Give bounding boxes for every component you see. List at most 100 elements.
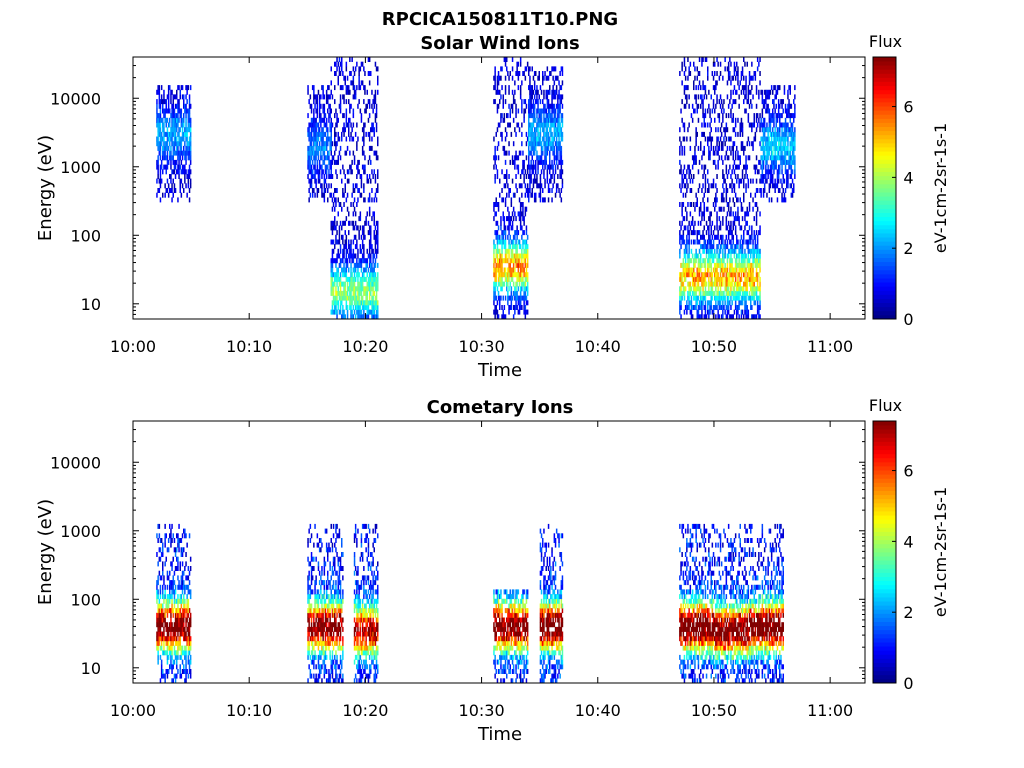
heatmap-cell [759,276,761,282]
heatmap-cell [763,103,766,109]
heatmap-cell [694,262,696,268]
heatmap-cell [696,276,698,282]
heatmap-cell [510,248,513,254]
heatmap-cell [546,136,549,142]
heatmap-cell [519,290,522,296]
heatmap-cell [313,89,315,95]
heatmap-cell [756,253,759,259]
heatmap-cell [539,155,542,161]
heatmap-cell [762,155,765,161]
heatmap-cell [354,314,357,320]
heatmap-cell [531,131,533,137]
heatmap-cell [157,603,159,609]
heatmap-cell [776,127,779,133]
heatmap-cell [503,113,506,119]
heatmap-cell [360,234,363,240]
heatmap-cell [542,80,544,86]
heatmap-cell [323,131,326,137]
heatmap-cell [159,169,162,175]
heatmap-cell [181,131,184,137]
heatmap-cell [335,202,337,207]
heatmap-cell [499,281,501,287]
heatmap-cell [353,85,356,91]
heatmap-cell [504,174,507,179]
heatmap-cell [723,295,725,301]
heatmap-cell [360,113,363,119]
heatmap-cell [181,183,184,189]
heatmap-cell [710,117,712,123]
heatmap-cell [704,89,707,95]
heatmap-cell [763,122,766,128]
heatmap-cell [503,305,506,310]
heatmap-cell [536,85,538,91]
heatmap-cell [726,155,729,161]
heatmap-cell [332,295,335,301]
heatmap-cell [734,230,737,236]
heatmap-cell [791,188,794,193]
heatmap-cell [747,155,750,161]
heatmap-cell [550,178,552,184]
heatmap-cell [368,309,371,315]
colorbar-swatch [873,257,896,263]
heatmap-cell [684,225,687,231]
heatmap-cell [363,197,365,203]
heatmap-cell [363,290,365,296]
heatmap-cell [736,258,738,264]
heatmap-cell [159,538,162,543]
heatmap-cell [377,314,379,320]
heatmap-cell [512,159,515,165]
heatmap-cell [187,108,190,114]
heatmap-cell [736,244,738,250]
heatmap-cell [519,216,522,222]
heatmap-cell [320,131,322,137]
heatmap-cell [741,206,744,212]
heatmap-cell [549,159,551,165]
heatmap-cell [552,103,554,109]
heatmap-cell [349,150,351,156]
heatmap-cell [308,136,310,142]
heatmap-cell [542,150,544,156]
heatmap-cell [356,272,358,278]
heatmap-cell [547,183,550,189]
heatmap-cell [730,244,732,250]
heatmap-cell [350,239,352,245]
heatmap-cell [331,276,334,282]
heatmap-cell [787,108,789,114]
heatmap-cell [718,295,721,301]
heatmap-cell [537,169,539,175]
heatmap-cell [719,220,722,226]
heatmap-cell [767,169,769,175]
heatmap-cell [777,103,780,109]
heatmap-cell [174,127,177,133]
heatmap-cell [695,258,697,264]
heatmap-cell [321,192,323,198]
heatmap-cell [734,211,737,217]
heatmap-cell [701,309,703,315]
heatmap-cell [511,211,514,217]
heatmap-cell [525,272,528,278]
heatmap-cell [493,267,495,273]
heatmap-cell [551,197,553,203]
heatmap-cell [761,159,764,165]
heatmap-cell [704,290,707,296]
heatmap-cell [328,94,330,100]
heatmap-cell [526,248,529,254]
heatmap-cell [684,253,687,259]
heatmap-cell [346,178,349,184]
heatmap-cell [714,295,716,301]
heatmap-cell [311,192,314,198]
heatmap-cell [367,253,370,259]
heatmap-cell [158,117,161,123]
heatmap-cell [353,225,356,231]
heatmap-cell [538,155,540,161]
heatmap-cell [349,305,351,310]
heatmap-cell [176,103,178,109]
heatmap-cell [681,66,683,72]
heatmap-cell [357,248,359,254]
heatmap-cell [535,169,537,175]
heatmap-cell [345,85,348,91]
heatmap-cell [504,127,507,133]
heatmap-cell [698,230,701,236]
heatmap-cell [717,244,719,250]
heatmap-cell [510,272,513,278]
